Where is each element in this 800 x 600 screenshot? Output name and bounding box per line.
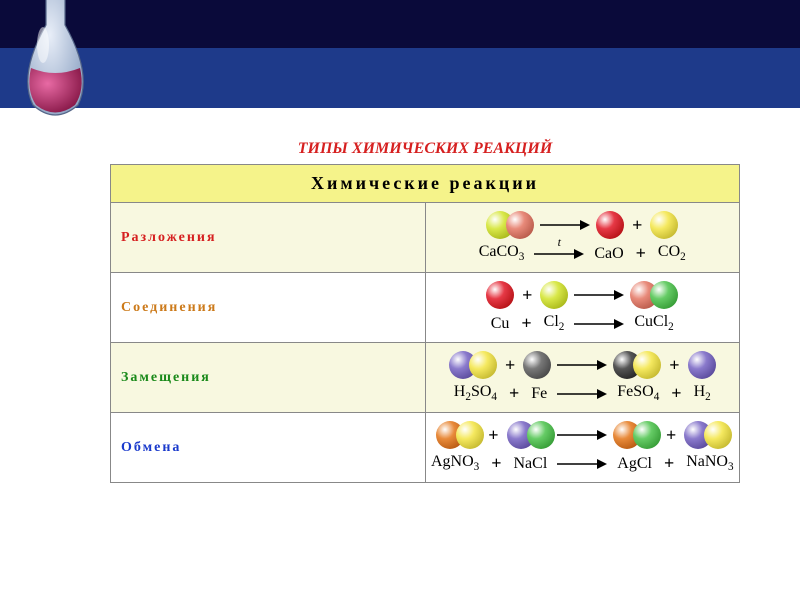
atom-icon [486, 281, 514, 309]
plus-op: + [489, 453, 503, 474]
molecule-icon [613, 421, 658, 449]
formula-line: H2SO4 + Fe FeSO4 + H2 [436, 383, 730, 404]
molecule-icon [684, 421, 729, 449]
formula-term: CaO [594, 245, 623, 263]
formula-line: CaCO3 t CaO + CO2 [436, 243, 730, 264]
reaction-cell: + CaCO3 t CaO + CO2 [425, 203, 740, 273]
table-row: Замещения + + H2SO4 + Fe FeSO4 + H2 [111, 343, 740, 413]
atom-icon [688, 351, 716, 379]
arrow-icon [557, 428, 607, 442]
plus-op: + [520, 285, 534, 306]
atom-icon [540, 281, 568, 309]
formula-term: H2SO4 [454, 383, 497, 403]
plus-op: + [507, 383, 521, 404]
reaction-cell: + Cu + Cl2 CuCl2 [425, 273, 740, 343]
plus-op: + [503, 355, 517, 376]
table-header: Химические реакции [111, 165, 740, 203]
row-label: Соединения [111, 273, 426, 343]
table-row: Соединения + Cu + Cl2 CuCl2 [111, 273, 740, 343]
plus-op: + [519, 313, 533, 334]
content-area: ТИПЫ ХИМИЧЕСКИХ РЕАКЦИЙ Химические реакц… [110, 140, 740, 483]
diagram-line: + + [436, 351, 730, 379]
plus-op: + [667, 355, 681, 376]
atom-icon [650, 211, 678, 239]
arrow-icon [540, 218, 590, 232]
formula-term: CO2 [658, 243, 686, 263]
formula-term: NaNO3 [686, 453, 733, 473]
molecule-icon [449, 351, 497, 379]
flask-icon [8, 0, 103, 120]
heat-annotation: t [558, 235, 561, 250]
formula-term: Cu [491, 315, 510, 333]
reaction-cell: + + H2SO4 + Fe FeSO4 + H2 [425, 343, 740, 413]
reaction-cell: + + AgNO3 + NaCl AgCl + NaNO3 [425, 413, 740, 483]
diagram-line: + [436, 281, 730, 309]
row-label: Разложения [111, 203, 426, 273]
formula-term: H2 [694, 383, 711, 403]
arrow-icon: t [534, 247, 584, 261]
formula-term: CaCO3 [479, 243, 525, 263]
plus-op: + [486, 425, 500, 446]
formula-term: NaCl [513, 455, 547, 473]
row-label: Обмена [111, 413, 426, 483]
diagram-line: + + [436, 421, 730, 449]
molecule-icon [486, 211, 534, 239]
plus-op: + [664, 425, 678, 446]
formula-term: AgNO3 [431, 453, 479, 473]
formula-line: AgNO3+NaCl AgCl+NaNO3 [436, 453, 730, 474]
arrow-icon [574, 288, 624, 302]
arrow-icon [557, 387, 607, 401]
plus-op: + [669, 383, 683, 404]
arrow-icon [557, 358, 607, 372]
molecule-icon [613, 351, 661, 379]
molecule-icon [436, 421, 481, 449]
super-title: ТИПЫ ХИМИЧЕСКИХ РЕАКЦИЙ [110, 140, 740, 158]
diagram-line: + [436, 211, 730, 239]
row-label: Замещения [111, 343, 426, 413]
formula-line: Cu + Cl2 CuCl2 [436, 313, 730, 334]
molecule-icon [507, 421, 552, 449]
molecule-icon [630, 281, 678, 309]
table-row: Обмена + + AgNO3 + NaCl AgCl + NaNO3 [111, 413, 740, 483]
formula-term: CuCl2 [634, 313, 673, 333]
formula-term: Cl2 [544, 313, 565, 333]
formula-term: Fe [531, 385, 547, 403]
arrow-icon [557, 457, 607, 471]
table-row: Разложения + CaCO3 t CaO + CO2 [111, 203, 740, 273]
formula-term: AgCl [617, 455, 652, 473]
atom-icon [523, 351, 551, 379]
atom-icon [596, 211, 624, 239]
plus-op: + [634, 243, 648, 264]
plus-op: + [630, 215, 644, 236]
arrow-icon [574, 317, 624, 331]
formula-term: FeSO4 [617, 383, 659, 403]
reactions-table: Химические реакции Разложения + CaCO3 t Ca… [110, 164, 740, 483]
plus-op: + [662, 453, 676, 474]
